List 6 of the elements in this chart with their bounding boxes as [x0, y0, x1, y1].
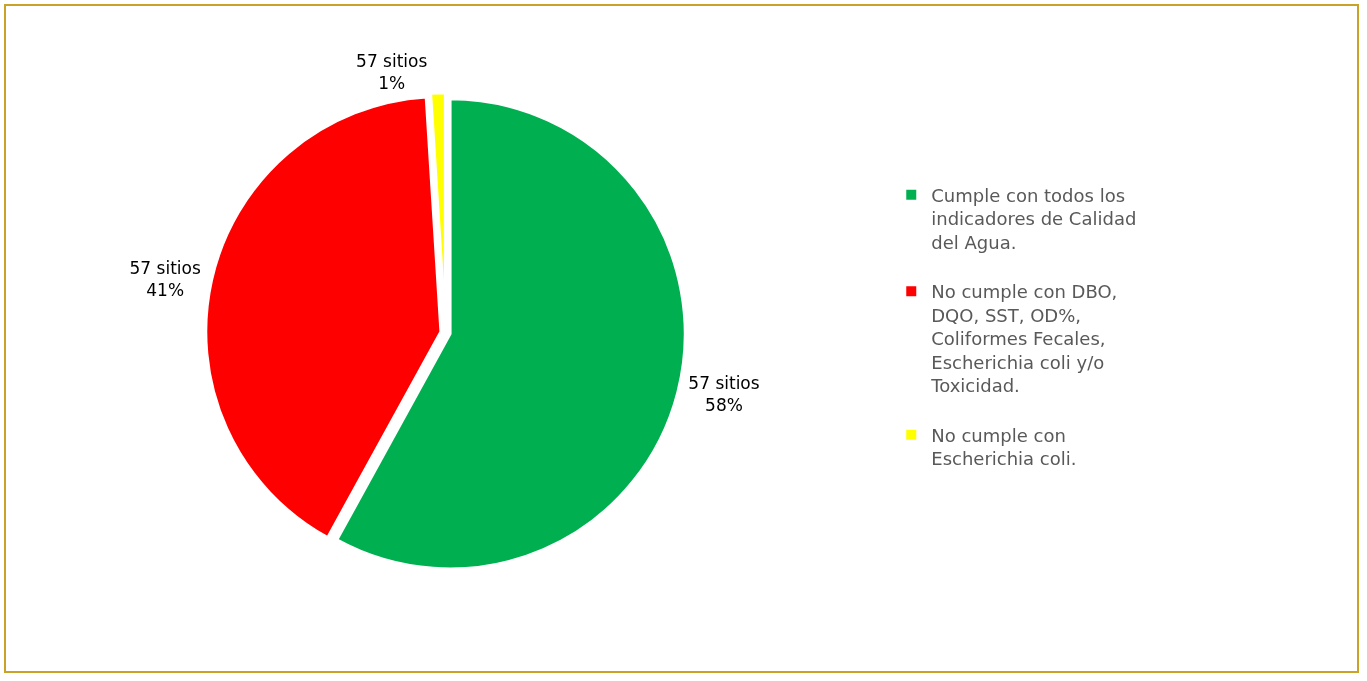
legend-label: No cumple con Escherichia coli. [931, 424, 1077, 470]
data-label: 57 sitios 58% [688, 372, 760, 415]
legend-label: No cumple con DBO, DQO, SST, OD%, Coliformes Fecales, Escherichia coli y/o Toxicidad. [930, 281, 1118, 396]
data-label: 57 sitios 41% [129, 258, 201, 301]
data-label: 57 sitios 1% [356, 50, 428, 93]
legend-label: Cumple con todos los indicadores de Calidad del Agua. [931, 184, 1137, 253]
